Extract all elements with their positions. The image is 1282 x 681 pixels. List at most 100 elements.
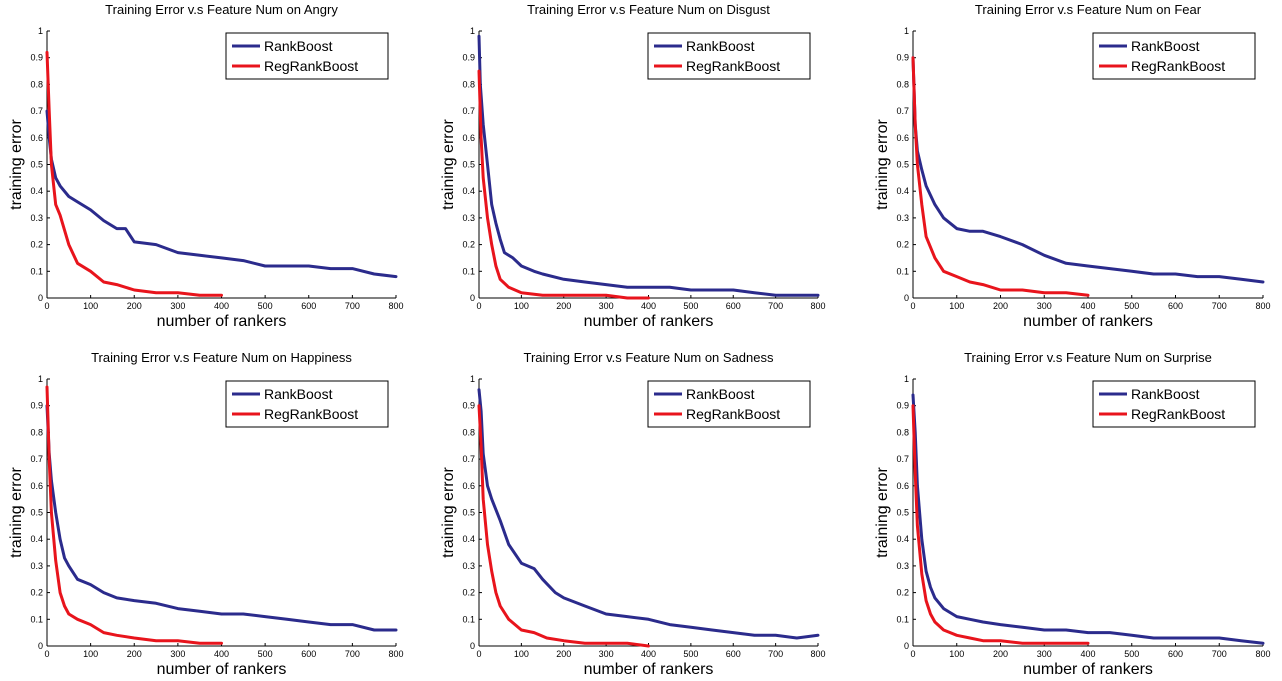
x-tick-label: 400 <box>1080 301 1095 311</box>
y-axis-label: training error <box>8 466 25 557</box>
x-tick-label: 0 <box>476 301 481 311</box>
x-tick-label: 300 <box>599 301 614 311</box>
x-axis-label: number of rankers <box>157 661 287 678</box>
y-tick-label: 0.6 <box>462 481 475 491</box>
subplot-5: 0 100 200 300 400 500 600 700 800 0 0.1 0.2 0.3 0.4 0.… <box>440 350 826 678</box>
y-tick-label: 0.3 <box>896 561 909 571</box>
x-tick-label: 800 <box>810 301 825 311</box>
x-tick-label: 200 <box>993 649 1008 659</box>
y-tick-label: 0.1 <box>896 614 909 624</box>
y-tick-label: 0.6 <box>896 133 909 143</box>
x-tick-label: 100 <box>83 649 98 659</box>
y-tick-label: 0.2 <box>30 240 43 250</box>
legend-box <box>647 380 811 428</box>
y-tick-label: 0.3 <box>896 213 909 223</box>
y-tick-label: 0.9 <box>462 401 475 411</box>
y-tick-label: 0.4 <box>896 186 909 196</box>
x-tick-label: 100 <box>949 649 964 659</box>
series-line-regrankboost <box>911 56 1090 297</box>
x-tick-label: 500 <box>683 301 698 311</box>
y-tick-label: 0.8 <box>30 427 43 437</box>
y-tick-label: 0.8 <box>462 427 475 437</box>
series-line-rankboost <box>45 109 398 279</box>
series-line-rankboost <box>911 56 1265 284</box>
legend-label: RegRankBoost <box>264 406 358 422</box>
legend-label: RankBoost <box>686 38 755 54</box>
y-tick-label: 0.3 <box>30 561 43 571</box>
x-tick-label: 0 <box>476 649 481 659</box>
y-tick-label: 0.6 <box>462 133 475 143</box>
y-axis-label: training error <box>8 118 25 209</box>
y-tick-label: 1 <box>470 374 475 384</box>
y-tick-label: 0.5 <box>896 508 909 518</box>
y-tick-label: 0.5 <box>462 508 475 518</box>
subplot-4: 0 100 200 300 400 500 600 700 800 0 0.1 0.2 0.3 0.4 0.… <box>8 350 404 678</box>
y-tick-label: 0.3 <box>462 561 475 571</box>
y-axis-label: training error <box>440 466 457 557</box>
y-tick-label: 0.7 <box>462 454 475 464</box>
legend-box <box>225 32 389 80</box>
y-tick-label: 0.7 <box>462 106 475 116</box>
chart-title: Training Error v.s Feature Num on Surpri… <box>964 350 1212 365</box>
x-tick-label: 100 <box>949 301 964 311</box>
chart-title: Training Error v.s Feature Num on Disgus… <box>527 2 770 17</box>
chart-title: Training Error v.s Feature Num on Angry <box>105 2 338 17</box>
x-axis-label: number of rankers <box>1023 313 1153 330</box>
y-tick-label: 0.6 <box>30 133 43 143</box>
x-tick-label: 500 <box>1124 649 1139 659</box>
x-tick-label: 400 <box>214 301 229 311</box>
x-tick-label: 200 <box>127 301 142 311</box>
y-axis-label: training error <box>874 118 891 209</box>
y-tick-label: 0.3 <box>462 213 475 223</box>
x-tick-label: 700 <box>345 301 360 311</box>
subplot-1: 0 100 200 300 400 500 600 700 800 0 0.1 0.2 0.3 0.4 0.… <box>8 2 404 330</box>
y-tick-label: 1 <box>470 26 475 36</box>
y-tick-label: 0.7 <box>896 106 909 116</box>
x-tick-label: 600 <box>301 301 316 311</box>
x-tick-label: 700 <box>345 649 360 659</box>
y-axis-label: training error <box>440 118 457 209</box>
x-tick-label: 600 <box>726 649 741 659</box>
series-line-rankboost <box>477 388 820 640</box>
legend-label: RankBoost <box>264 386 333 402</box>
y-tick-label: 1 <box>904 26 909 36</box>
x-tick-label: 800 <box>1255 301 1270 311</box>
x-tick-label: 300 <box>1037 649 1052 659</box>
y-tick-label: 0.1 <box>462 614 475 624</box>
legend-label: RegRankBoost <box>264 58 358 74</box>
y-tick-label: 1 <box>904 374 909 384</box>
x-tick-label: 0 <box>910 649 915 659</box>
y-tick-label: 0.7 <box>30 454 43 464</box>
x-tick-label: 800 <box>810 649 825 659</box>
x-tick-label: 800 <box>388 301 403 311</box>
y-tick-label: 0.9 <box>896 401 909 411</box>
y-tick-label: 0.3 <box>30 213 43 223</box>
x-tick-label: 100 <box>514 301 529 311</box>
legend-label: RegRankBoost <box>1131 58 1225 74</box>
legend-label: RankBoost <box>686 386 755 402</box>
x-tick-label: 400 <box>641 301 656 311</box>
series-line-rankboost <box>911 393 1265 645</box>
y-tick-label: 0.7 <box>896 454 909 464</box>
x-tick-label: 700 <box>1212 649 1227 659</box>
series-line-regrankboost <box>45 50 223 297</box>
subplot-6: 0 100 200 300 400 500 600 700 800 0 0.1 0.2 0.3 0.4 0.… <box>874 350 1271 678</box>
y-tick-label: 0.9 <box>896 53 909 63</box>
x-tick-label: 500 <box>258 649 273 659</box>
y-tick-label: 0.2 <box>462 240 475 250</box>
chart-title: Training Error v.s Feature Num on Fear <box>975 2 1202 17</box>
series-line-rankboost <box>477 34 820 297</box>
y-tick-label: 0.8 <box>30 79 43 89</box>
y-tick-label: 0.9 <box>462 53 475 63</box>
y-tick-label: 0 <box>470 293 475 303</box>
x-axis-label: number of rankers <box>1023 661 1153 678</box>
x-tick-label: 0 <box>910 301 915 311</box>
series-line-regrankboost <box>477 404 650 648</box>
chart-title: Training Error v.s Feature Num on Happin… <box>91 350 352 365</box>
x-tick-label: 600 <box>301 649 316 659</box>
y-tick-label: 0.5 <box>30 508 43 518</box>
legend-box <box>1092 32 1256 80</box>
x-tick-label: 700 <box>768 649 783 659</box>
x-axis-label: number of rankers <box>584 661 714 678</box>
